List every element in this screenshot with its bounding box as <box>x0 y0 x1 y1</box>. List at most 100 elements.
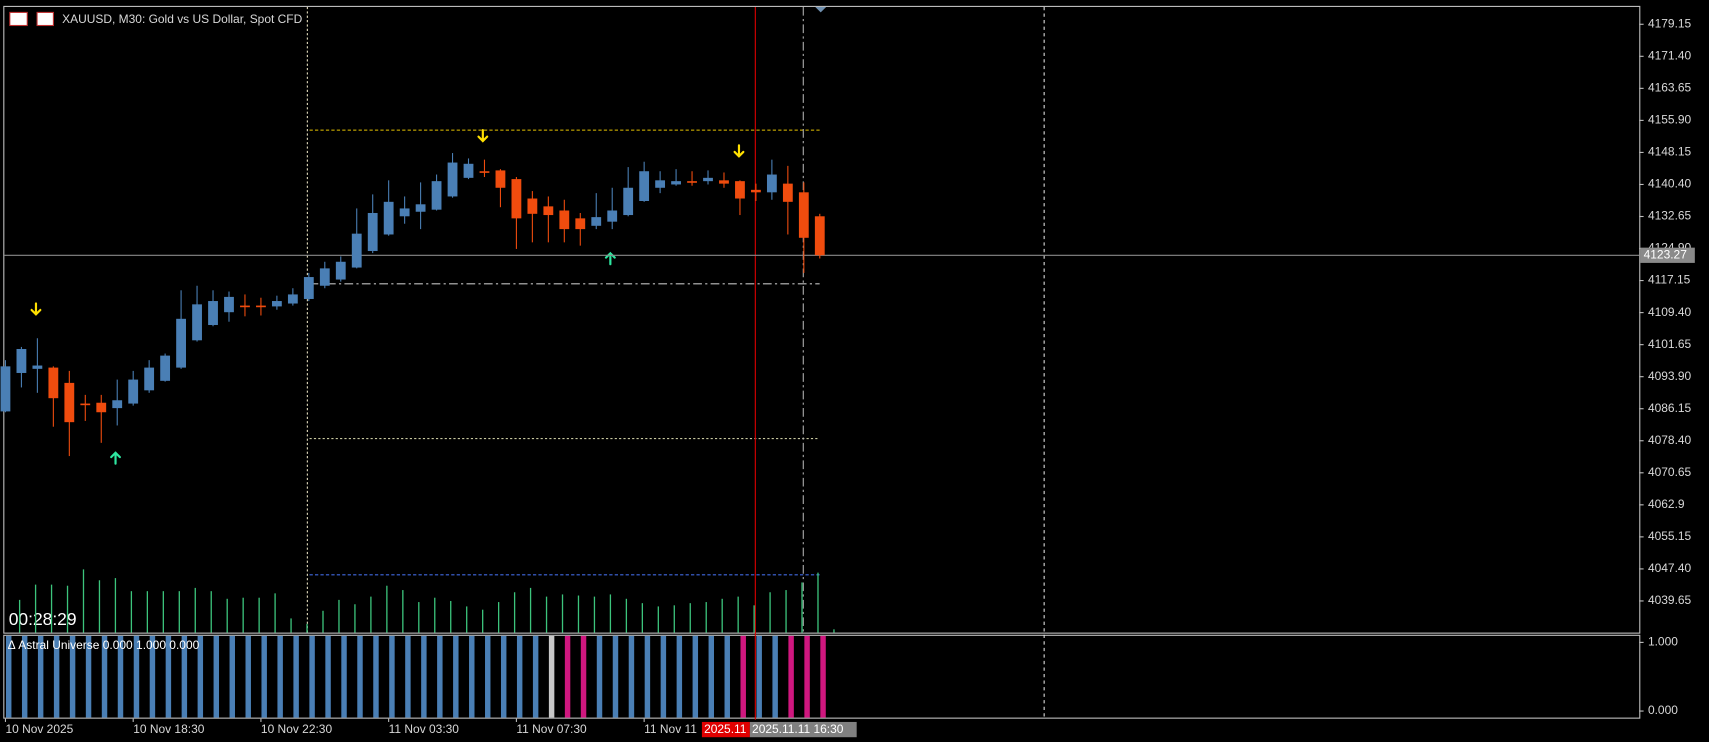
candle-body <box>144 367 155 391</box>
candle-body <box>431 181 442 210</box>
candle-body <box>160 355 171 381</box>
candle-body <box>447 162 458 197</box>
indicator-bar <box>740 635 746 718</box>
candle-body <box>463 163 474 178</box>
candle-body <box>607 210 618 222</box>
candle-body <box>687 181 697 183</box>
indicator-bar <box>325 635 331 718</box>
indicator-bar <box>628 635 635 718</box>
indicator-bar <box>516 635 523 718</box>
indicator-bar <box>5 635 12 718</box>
candle-body <box>399 208 410 217</box>
indicator-bar <box>37 635 44 718</box>
indicator-bar <box>676 635 683 718</box>
y-tick-label: 4171.40 <box>1648 48 1692 62</box>
candle-body <box>351 233 362 268</box>
sub-pane-border <box>3 634 1641 719</box>
indicator-bar <box>197 635 204 718</box>
indicator-bar <box>804 635 810 718</box>
indicator-bar <box>133 635 140 718</box>
buy-arrow <box>110 451 121 465</box>
candle-body <box>415 204 426 212</box>
y-tick-label: 4163.65 <box>1648 81 1692 95</box>
indicator-bar <box>181 635 188 718</box>
candle-body <box>112 400 123 409</box>
candle-body <box>64 382 75 423</box>
indicator-bar <box>85 635 92 718</box>
y-tick-label: 4132.65 <box>1648 209 1692 223</box>
indicator-bar <box>213 635 220 718</box>
indicator-bar <box>437 635 443 718</box>
x-tick-label: 11 Nov 11 <box>644 722 697 736</box>
x-tick-label: 11 Nov 07:30 <box>516 722 587 736</box>
indicator-bar <box>149 635 156 718</box>
y-tick-label: 4179.15 <box>1648 16 1692 30</box>
candle-body <box>240 305 250 308</box>
crosshair-label: 2025.11.11 16:30 <box>752 722 844 736</box>
signal-arrows <box>30 129 745 465</box>
candle-body <box>319 268 330 286</box>
candle-body <box>271 301 282 307</box>
candle-body <box>32 365 43 369</box>
y-tick-label: 4148.15 <box>1648 145 1692 159</box>
x-tick-label: 11 Nov 03:30 <box>389 722 460 736</box>
indicator-bar <box>485 635 491 718</box>
candle-body <box>814 216 825 256</box>
indicator-bar <box>820 635 826 718</box>
indicator-bar <box>612 635 619 718</box>
candle-body <box>96 402 107 413</box>
y-tick-label: 4086.15 <box>1648 401 1692 415</box>
indicator-bar <box>421 635 427 718</box>
candle-body <box>766 174 777 193</box>
y-tick-label: 4070.65 <box>1648 465 1692 479</box>
indicator-bar <box>788 635 794 718</box>
indicator-bar <box>309 635 315 718</box>
candle-body <box>703 177 713 182</box>
candle-body <box>383 201 394 235</box>
candle-body <box>224 296 234 313</box>
candle-body <box>623 187 634 216</box>
indicator-bar <box>469 635 475 718</box>
y-tick-label: 4093.90 <box>1648 369 1692 383</box>
candle-body <box>655 180 666 188</box>
indicator-bar <box>261 635 267 718</box>
crosshair-label-box <box>749 721 857 738</box>
indicator-bar <box>389 635 395 718</box>
indicator-bar <box>564 635 571 718</box>
indicator-bar <box>596 635 603 718</box>
y-tick-label: 4155.90 <box>1648 113 1692 127</box>
indicator-bar <box>165 635 172 718</box>
candle-body <box>16 348 27 373</box>
indicator-bar <box>548 635 555 718</box>
indicator-bar <box>500 635 507 718</box>
indicator-bar <box>453 635 459 718</box>
candle-body <box>575 218 586 230</box>
indicator-bar <box>405 635 411 718</box>
countdown-timer: 00:28:29 <box>9 609 77 629</box>
indicator-label: Δ Astral Universe 0.000 1.000 0.000 <box>8 638 200 652</box>
candle-body <box>287 294 298 304</box>
candle-body <box>176 318 186 368</box>
candle-body <box>782 183 793 202</box>
candle-body <box>495 170 506 188</box>
icon <box>9 11 28 27</box>
indicator-bar <box>660 635 667 718</box>
y-tick-label: 4109.40 <box>1648 305 1692 319</box>
indicator-bar <box>756 635 762 718</box>
sub-y-tick-label: 0.000 <box>1648 703 1678 717</box>
main-pane-border <box>3 5 1641 634</box>
candle-body <box>559 210 570 230</box>
y-tick-label: 4078.40 <box>1648 433 1692 447</box>
x-tick-label: 10 Nov 22:30 <box>261 722 333 736</box>
indicator-bar <box>708 635 715 718</box>
y-tick-label: 4140.40 <box>1648 177 1692 191</box>
crosshair-label: 2025.11 <box>704 722 747 736</box>
indicator-bar <box>245 635 251 718</box>
y-tick-label: 4117.15 <box>1648 273 1691 287</box>
candle-body <box>639 171 650 201</box>
indicator-bar <box>341 635 347 718</box>
indicator-bar <box>117 635 124 718</box>
sub-y-tick-label: 1.000 <box>1648 635 1678 649</box>
